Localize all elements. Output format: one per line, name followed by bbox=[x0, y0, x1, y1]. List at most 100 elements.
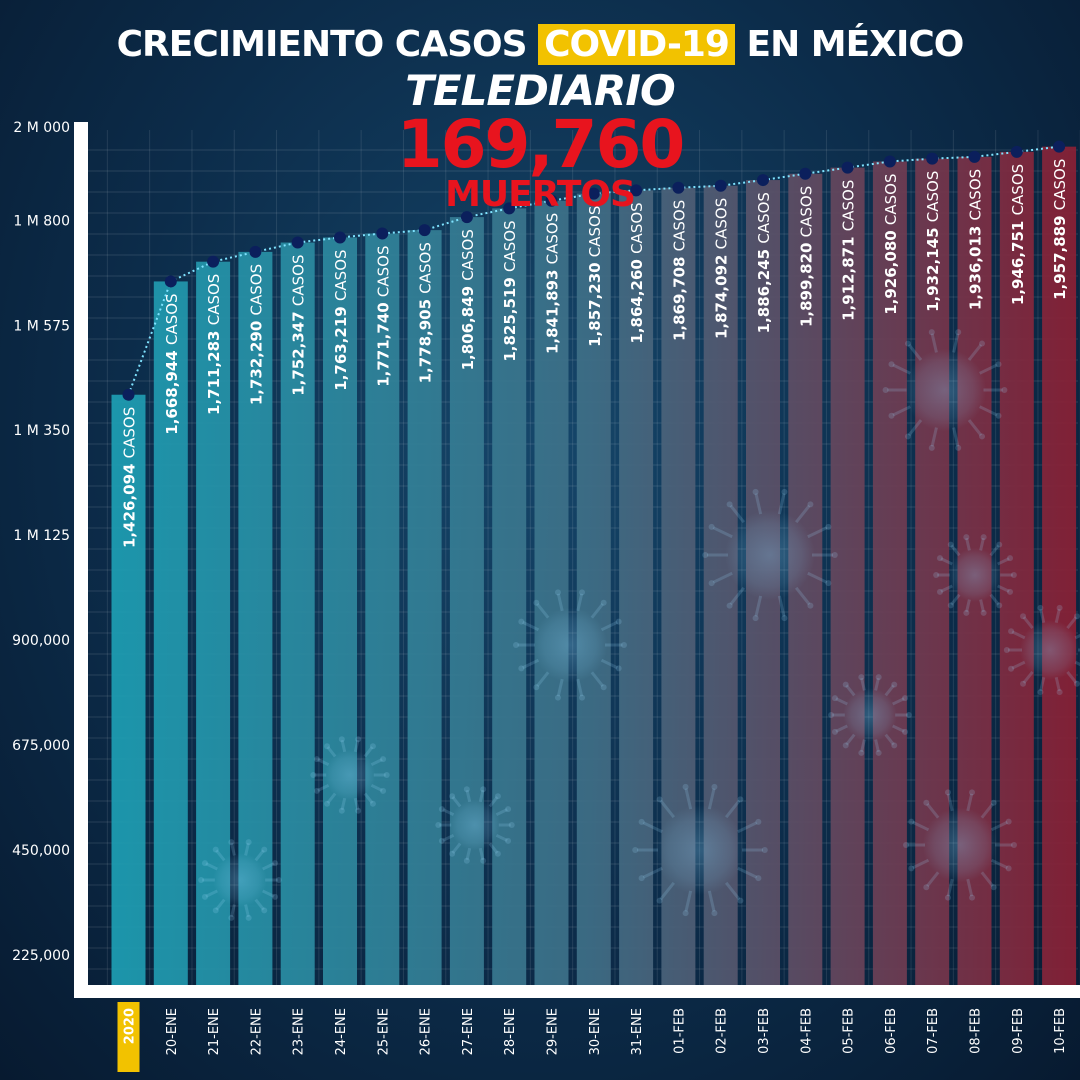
x-tick-label: 20-ENE bbox=[165, 1008, 180, 1055]
y-tick-label: 1 M 350 bbox=[13, 423, 70, 439]
title-highlight: COVID-19 bbox=[538, 24, 735, 65]
data-label: 1,825,519 CASOS bbox=[501, 220, 519, 361]
data-point bbox=[207, 255, 220, 268]
data-point bbox=[1053, 140, 1066, 153]
y-tick-label: 1 M 125 bbox=[13, 528, 70, 544]
data-point bbox=[249, 245, 262, 258]
bar bbox=[323, 237, 357, 988]
trend-line bbox=[122, 140, 1066, 401]
data-point bbox=[672, 181, 685, 194]
bar bbox=[999, 151, 1034, 989]
deaths-label: MUERTOS bbox=[445, 174, 636, 215]
data-label: 1,752,347 CASOS bbox=[290, 255, 308, 396]
x-tick-label: 31-ENE bbox=[630, 1008, 645, 1055]
x-tick-label: 21-ENE bbox=[207, 1008, 222, 1055]
deaths-count: 169,760 bbox=[396, 106, 686, 183]
virus-icon bbox=[198, 839, 282, 921]
x-tick-label: 25-ENE bbox=[376, 1008, 391, 1055]
virus-icon bbox=[882, 329, 1008, 451]
data-point bbox=[714, 179, 727, 192]
bar bbox=[619, 190, 654, 989]
data-point bbox=[334, 231, 346, 244]
y-tick-label: 2 M 000 bbox=[13, 120, 70, 136]
virus-icon bbox=[1003, 604, 1080, 696]
bar bbox=[449, 217, 484, 989]
data-label: 1,668,944 CASOS bbox=[163, 293, 181, 434]
virus-icon bbox=[828, 674, 912, 756]
x-tick-label: 02-FEB bbox=[715, 1008, 730, 1054]
x-tick-label: 23-ENE bbox=[292, 1008, 307, 1055]
data-label: 1,857,230 CASOS bbox=[586, 206, 604, 347]
data-label: 1,771,740 CASOS bbox=[374, 245, 392, 386]
bar bbox=[830, 167, 865, 988]
data-label: 1,711,283 CASOS bbox=[205, 274, 223, 415]
virus-decorations bbox=[198, 329, 1080, 921]
y-tick-label: 450,000 bbox=[12, 843, 70, 859]
data-label: 1,763,219 CASOS bbox=[332, 249, 350, 390]
data-label: 1,778,905 CASOS bbox=[417, 242, 435, 383]
y-tick-label: 225,000 bbox=[12, 948, 70, 964]
value-labels: 1,426,094 CASOS 1,668,944 CASOS 1,711,283 … bbox=[121, 159, 1070, 548]
x-tick-label: 05-FEB bbox=[842, 1008, 857, 1054]
title-after: EN MÉXICO bbox=[746, 24, 965, 65]
data-point bbox=[503, 202, 516, 215]
x-tick-label: 30-ENE bbox=[588, 1008, 603, 1055]
x-tick-label: 26-ENE bbox=[419, 1008, 434, 1055]
data-label: 1,899,820 CASOS bbox=[797, 186, 815, 327]
data-point bbox=[883, 155, 896, 168]
virus-icon bbox=[513, 589, 627, 701]
data-label: 1,841,893 CASOS bbox=[544, 213, 562, 354]
y-axis-line bbox=[74, 122, 88, 998]
data-point bbox=[968, 150, 981, 163]
bar bbox=[534, 200, 569, 989]
x-tick-label: 01-FEB bbox=[672, 1008, 687, 1054]
bar bbox=[407, 230, 442, 989]
data-label: 1,864,260 CASOS bbox=[628, 202, 646, 343]
virus-icon bbox=[702, 488, 838, 622]
x-tick-highlight bbox=[117, 1002, 140, 1072]
data-label: 1,732,290 CASOS bbox=[247, 264, 265, 405]
data-point bbox=[460, 211, 473, 224]
data-point bbox=[545, 194, 558, 207]
data-point bbox=[122, 388, 135, 401]
x-tick-label: 28-ENE bbox=[503, 1008, 518, 1055]
data-point bbox=[291, 236, 304, 249]
title-before: CRECIMIENTO CASOS bbox=[116, 24, 528, 65]
y-tick-label: 1 M 575 bbox=[13, 318, 70, 334]
y-tick-label: 1 M 800 bbox=[13, 213, 70, 229]
data-point bbox=[757, 174, 769, 187]
data-label: 1,886,245 CASOS bbox=[755, 192, 773, 333]
data-label: 1,806,849 CASOS bbox=[459, 229, 477, 370]
y-tick-label: 675,000 bbox=[12, 738, 70, 754]
data-label: 1,426,094 CASOS bbox=[121, 407, 139, 548]
x-axis: 2020 20-ENE 21-ENE 22-ENE 23-ENE 24-ENE 25-ENE… bbox=[117, 1002, 1068, 1072]
data-point bbox=[376, 227, 389, 240]
chart-frame bbox=[74, 122, 1080, 998]
bar bbox=[576, 193, 611, 989]
x-tick-label: 08-FEB bbox=[969, 1008, 984, 1054]
x-tick-label: 24-ENE bbox=[334, 1008, 349, 1055]
data-point bbox=[418, 224, 431, 237]
x-tick-label: 06-FEB bbox=[884, 1008, 899, 1054]
chart-title: CRECIMIENTO CASOS COVID-19 EN MÉXICO bbox=[0, 24, 1080, 65]
x-tick-label: 04-FEB bbox=[799, 1008, 814, 1054]
bar bbox=[365, 233, 400, 989]
x-tick-label: 07-FEB bbox=[926, 1008, 941, 1054]
bar bbox=[111, 394, 146, 988]
data-point bbox=[630, 184, 643, 197]
brand-logo: TELEDIARIO bbox=[405, 66, 675, 115]
x-tick-label: 2020 bbox=[123, 1008, 138, 1044]
data-label: 1,936,013 CASOS bbox=[967, 169, 985, 310]
x-tick-label: 27-ENE bbox=[461, 1008, 476, 1055]
bar bbox=[492, 208, 527, 988]
virus-icon bbox=[310, 736, 390, 814]
x-axis-line bbox=[74, 985, 1080, 998]
data-label: 1,926,080 CASOS bbox=[882, 173, 900, 314]
virus-icon bbox=[933, 534, 1017, 616]
data-label: 1,946,751 CASOS bbox=[1009, 164, 1027, 305]
data-label: 1,932,145 CASOS bbox=[924, 171, 942, 312]
virus-icon bbox=[435, 786, 515, 864]
x-tick-label: 10-FEB bbox=[1053, 1008, 1068, 1054]
x-tick-label: 22-ENE bbox=[249, 1008, 264, 1055]
